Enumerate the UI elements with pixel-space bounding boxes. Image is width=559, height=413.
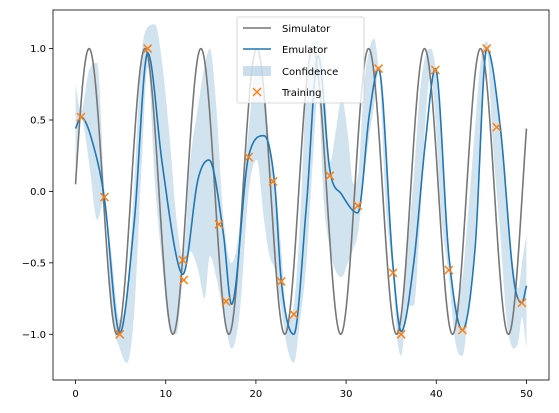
y-axis: −1.0 −0.5 0.0 0.5 1.0 [22, 44, 53, 341]
training-point [444, 265, 454, 275]
training-point [214, 219, 224, 229]
emulator-line [74, 47, 528, 336]
legend-swatch-training [252, 87, 262, 97]
x-tick-label: 30 [340, 389, 353, 400]
training-point [143, 44, 153, 54]
training-point [396, 329, 406, 339]
legend-label-confidence: Confidence [282, 67, 338, 78]
training-point [457, 325, 467, 335]
legend-label-emulator: Emulator [282, 45, 328, 56]
x-tick-label: 50 [520, 389, 533, 400]
training-point [178, 255, 188, 265]
training-point [99, 192, 109, 202]
legend-label-simulator: Simulator [282, 24, 331, 35]
training-point [492, 122, 502, 132]
confidence-band [75, 24, 527, 363]
training-point [325, 171, 335, 181]
legend-swatch-confidence [243, 66, 271, 76]
y-tick-label: −1.0 [22, 330, 46, 341]
x-tick-label: 10 [159, 389, 172, 400]
training-point [374, 64, 384, 74]
y-tick-label: 1.0 [30, 44, 46, 55]
training-marker-layer [76, 44, 527, 339]
training-point [115, 329, 125, 339]
training-point [221, 296, 231, 306]
training-point [268, 176, 278, 186]
confidence-band-layer [75, 24, 527, 363]
training-point [430, 65, 440, 75]
training-point [179, 275, 189, 285]
training-point [353, 201, 363, 211]
legend: Simulator Emulator Confidence Training [236, 16, 365, 104]
x-tick-label: 20 [250, 389, 263, 400]
x-tick-label: 40 [430, 389, 443, 400]
training-point [517, 298, 527, 308]
x-tick-label: 0 [72, 389, 78, 400]
simulator-line [74, 47, 528, 336]
x-axis: 0 10 20 30 40 50 [72, 380, 533, 400]
training-point [482, 44, 492, 54]
training-point [388, 268, 398, 278]
training-point [244, 152, 254, 162]
y-tick-label: 0.0 [30, 187, 46, 198]
training-point [276, 276, 286, 286]
legend-label-training: Training [281, 88, 321, 99]
training-point [289, 309, 299, 319]
training-point [76, 112, 86, 122]
plot-frame [52, 9, 550, 381]
y-tick-label: −0.5 [22, 258, 46, 269]
y-tick-label: 0.5 [30, 116, 46, 127]
legend-box [236, 16, 365, 104]
line-layer [74, 47, 528, 336]
